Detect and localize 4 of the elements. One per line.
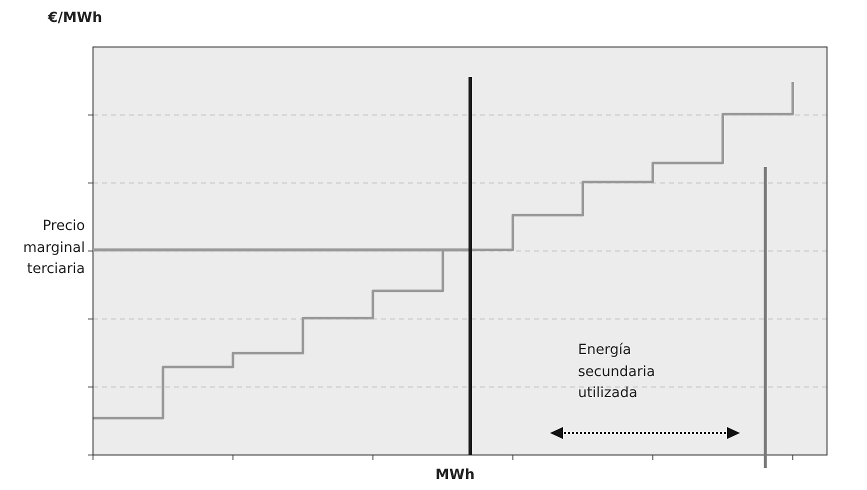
annotation: Energía secundaria utilizada [578, 341, 656, 404]
ref-line-label: Precio marginal terciaria [23, 216, 85, 280]
x-axis-title: MWh [435, 466, 475, 485]
y-axis-title: €/MWh [48, 9, 102, 28]
